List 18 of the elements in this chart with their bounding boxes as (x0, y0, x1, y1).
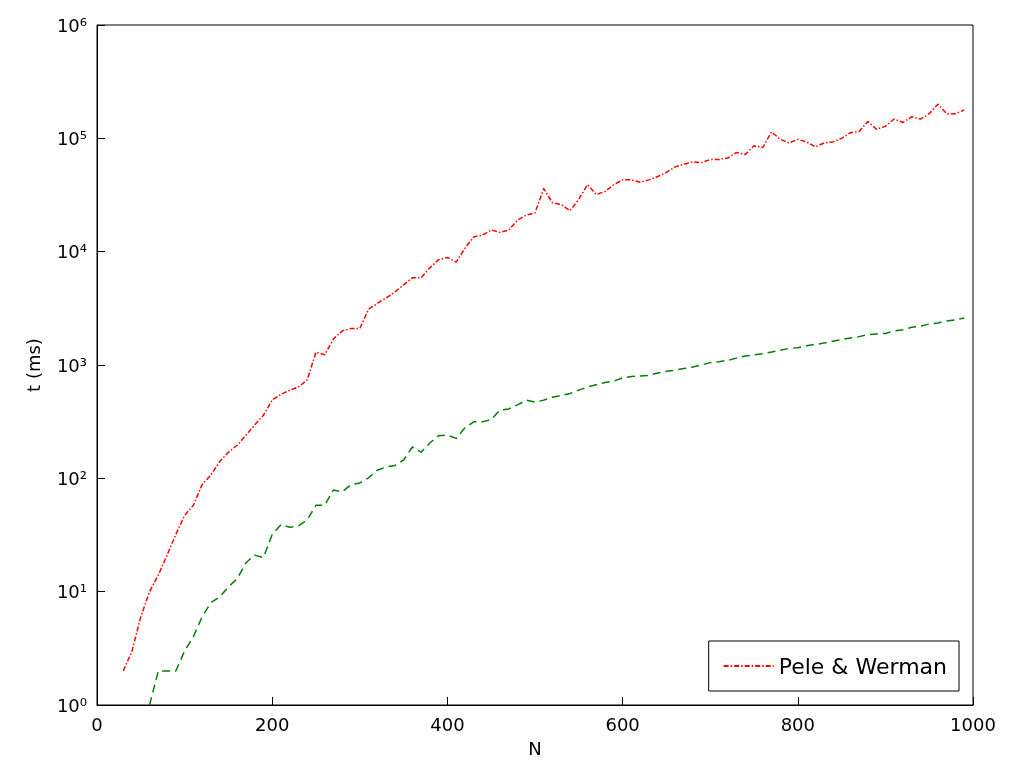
x-tick-label: 600 (605, 713, 640, 735)
y-axis-title: t (ms) (22, 338, 44, 392)
x-tick-label: 400 (430, 713, 465, 735)
y-tick-label: 10⁶ (56, 14, 87, 36)
x-tick-label: 1000 (950, 713, 996, 735)
x-tick-label: 200 (255, 713, 290, 735)
legend-label: Pele & Werman (778, 653, 948, 679)
y-tick-label: 10⁴ (56, 241, 87, 263)
line-series (122, 103, 965, 672)
y-tick-label: 10² (56, 467, 87, 489)
x-tick-label: 800 (780, 713, 815, 735)
x-tick-label: 0 (91, 713, 103, 735)
y-tick-label: 10⁵ (56, 127, 87, 149)
line-series (148, 317, 965, 706)
y-tick-label: 10³ (56, 354, 87, 376)
x-axis-title: N (528, 737, 542, 759)
y-tick-label: 10¹ (56, 581, 87, 603)
y-tick-label: 10⁰ (56, 694, 87, 716)
